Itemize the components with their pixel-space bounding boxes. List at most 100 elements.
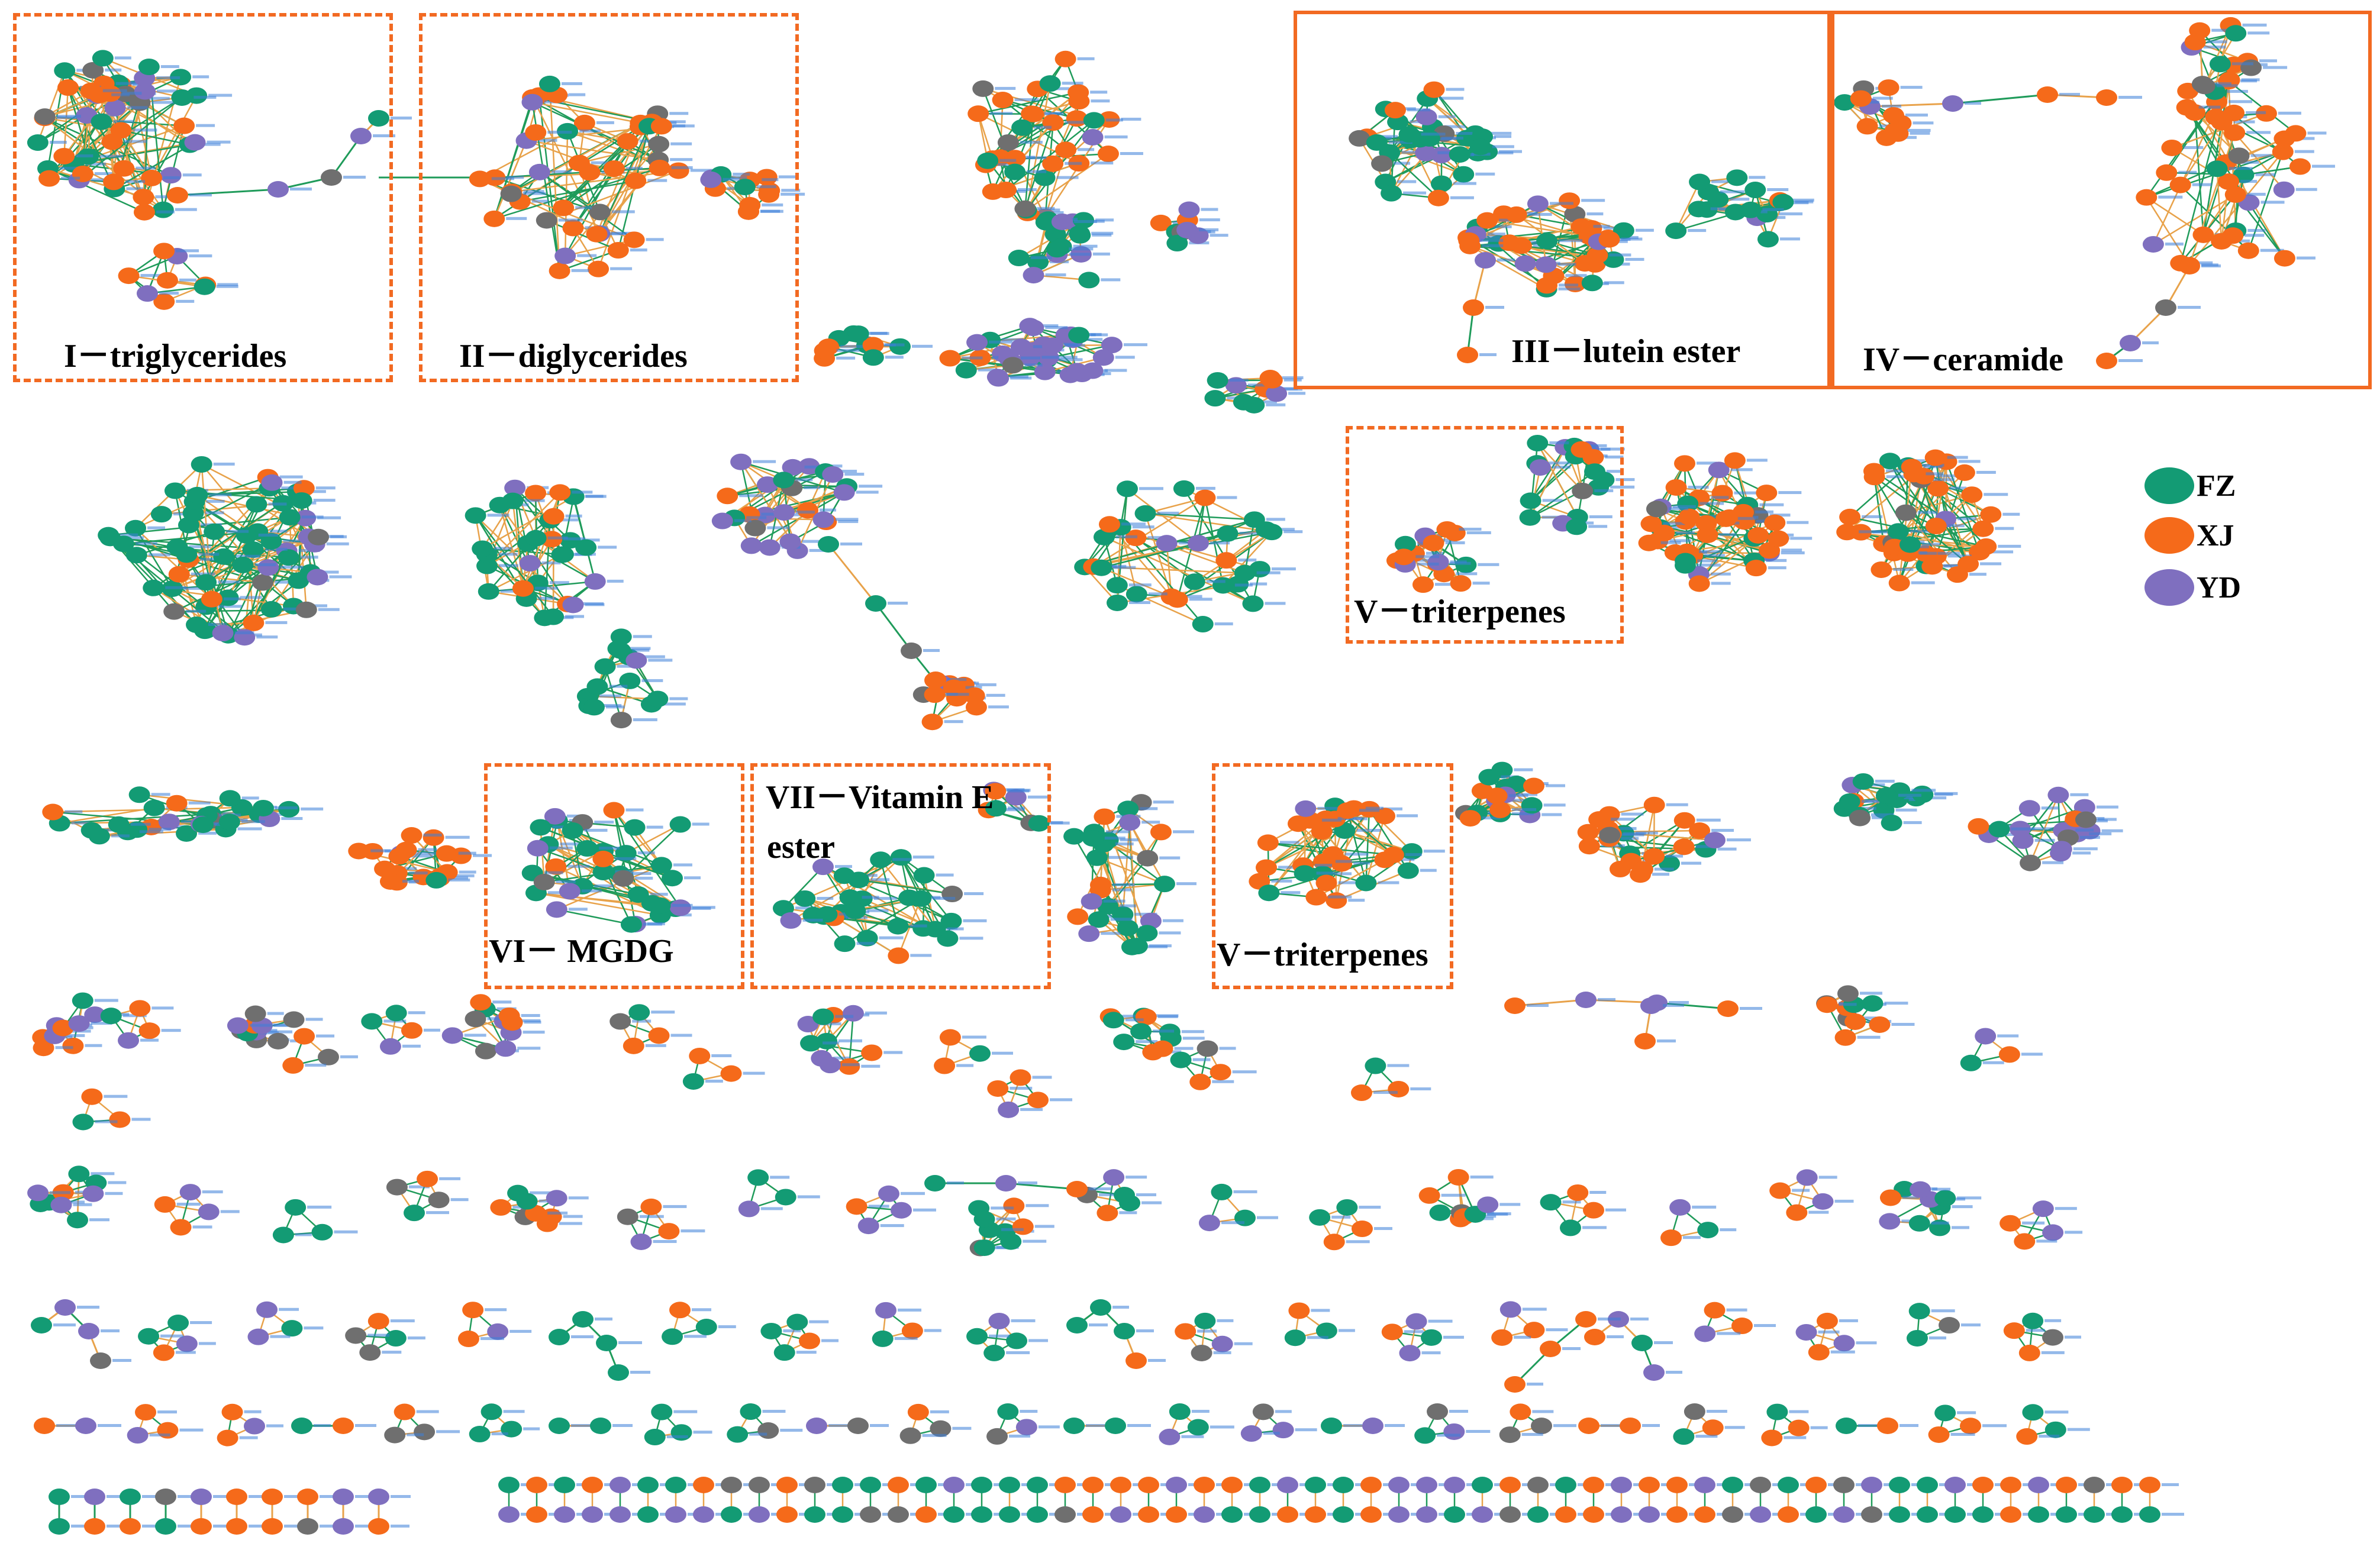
node-label-mark: [1724, 1426, 1745, 1429]
network-node: [50, 1196, 72, 1213]
node-label-mark: [1781, 551, 1805, 554]
network-edge: [1873, 471, 1900, 583]
node-label-mark: [1062, 82, 1083, 85]
network-node: [779, 533, 801, 550]
node-label-mark: [1931, 1221, 1949, 1225]
node-label-mark: [498, 553, 518, 556]
network-node: [1856, 118, 1878, 135]
network-node: [173, 117, 195, 134]
network-edge: [1365, 816, 1386, 883]
node-label-mark: [445, 835, 470, 839]
node-label-mark: [1522, 1307, 1547, 1311]
network-node: [625, 172, 647, 189]
node-label-mark: [1475, 172, 1495, 176]
network-node: [1540, 1194, 1562, 1211]
network-node: [1023, 267, 1044, 284]
network-node: [1877, 1418, 1898, 1434]
node-label-mark: [1527, 1383, 1543, 1386]
node-label-mark: [1830, 1350, 1855, 1354]
network-node: [368, 1489, 389, 1505]
node-label-mark: [762, 1410, 786, 1413]
network-node: [1388, 1080, 1410, 1097]
node-label-mark: [549, 581, 569, 585]
network-edge: [565, 239, 634, 257]
node-label-mark: [100, 154, 124, 158]
node-label-mark: [2255, 173, 2276, 176]
network-node: [1027, 1092, 1049, 1109]
network-node: [1643, 796, 1665, 813]
node-label-mark: [885, 356, 904, 359]
node-label-mark: [1105, 830, 1130, 834]
node-label-mark: [205, 511, 224, 515]
network-node: [721, 1477, 742, 1493]
node-label-mark: [861, 1064, 881, 1068]
node-label-mark: [1038, 1425, 1060, 1429]
network-node: [2224, 186, 2246, 203]
network-node: [282, 1057, 304, 1074]
network-edge: [1675, 181, 1701, 231]
network-node: [128, 786, 150, 803]
network-node: [711, 512, 733, 529]
node-label-mark: [599, 694, 621, 698]
network-node: [386, 1179, 408, 1196]
node-label-mark: [1275, 1410, 1292, 1413]
node-label-mark: [1958, 460, 1981, 463]
network-node: [543, 508, 565, 525]
network-node: [297, 1518, 318, 1535]
network-node: [379, 873, 401, 890]
network-edge: [559, 249, 619, 272]
network-node: [1288, 1302, 1310, 1319]
network-node: [441, 1027, 463, 1044]
network-node: [1786, 1204, 1808, 1221]
node-label-mark: [1060, 356, 1078, 359]
network-node: [1875, 787, 1897, 804]
network-node: [401, 1022, 423, 1039]
network-node: [553, 199, 575, 217]
node-label-mark: [1089, 1323, 1108, 1326]
network-node: [1499, 1426, 1521, 1444]
network-node: [1055, 141, 1077, 159]
node-label-mark: [608, 232, 627, 235]
network-node: [195, 574, 217, 591]
network-node: [1598, 231, 1620, 248]
network-node: [760, 1322, 782, 1339]
node-label-mark: [113, 120, 134, 123]
node-label-mark: [98, 1424, 121, 1427]
node-label-mark: [1549, 202, 1573, 205]
network-node: [1469, 138, 1491, 156]
network-node: [1833, 1335, 1855, 1352]
network-node: [219, 790, 241, 807]
node-label-mark: [1769, 216, 1786, 219]
network-node: [457, 1331, 479, 1348]
node-label-mark: [762, 203, 783, 206]
node-label-mark: [1018, 1181, 1037, 1184]
node-label-mark: [563, 1215, 583, 1218]
node-label-mark: [241, 796, 259, 800]
node-label-mark: [407, 1433, 424, 1436]
node-label-mark: [1781, 548, 1802, 552]
network-node: [1491, 1329, 1513, 1346]
node-label-mark: [1410, 1087, 1431, 1090]
network-node: [150, 506, 172, 523]
network-edge: [625, 824, 681, 854]
network-node: [1323, 1234, 1345, 1251]
network-edge: [1346, 810, 1367, 883]
node-label-mark: [176, 299, 195, 303]
network-node: [262, 1518, 283, 1535]
node-label-mark: [1030, 256, 1052, 260]
node-label-mark: [1717, 1332, 1741, 1335]
node-label-mark: [85, 162, 107, 166]
node-label-mark: [373, 134, 395, 137]
node-label-mark: [1957, 517, 1977, 521]
node-label-mark: [669, 697, 688, 700]
network-edge: [2146, 196, 2204, 235]
network-node: [469, 1426, 491, 1443]
node-label-mark: [1265, 602, 1286, 605]
node-label-mark: [1663, 1004, 1684, 1007]
network-node: [226, 1518, 247, 1535]
network-node: [1002, 357, 1024, 374]
node-label-mark: [1105, 118, 1123, 122]
node-label-mark: [1911, 789, 1936, 792]
network-node: [528, 163, 550, 180]
node-label-mark: [839, 1039, 863, 1042]
